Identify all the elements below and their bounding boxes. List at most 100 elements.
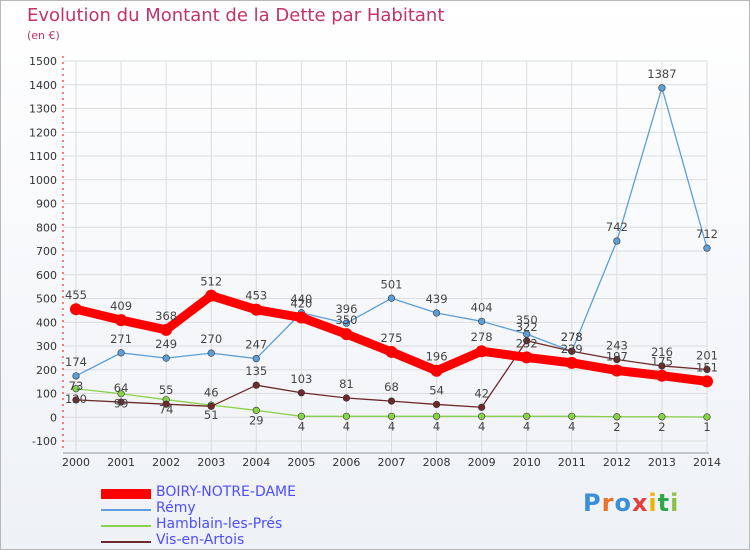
x-tick-label: 2002: [152, 456, 180, 469]
data-point: [432, 412, 441, 420]
legend-label: Hamblain-les-Prés: [156, 516, 283, 532]
data-label: 54: [429, 383, 444, 397]
data-label: 439: [426, 292, 448, 306]
data-label: 404: [471, 300, 493, 314]
data-point: [613, 237, 621, 245]
data-point: [432, 309, 441, 317]
data-label: 275: [381, 331, 403, 345]
data-point: [565, 356, 578, 369]
y-tick-label: 100: [36, 388, 57, 401]
data-point: [520, 351, 533, 364]
data-label: 350: [516, 313, 538, 327]
data-label: 68: [384, 380, 399, 394]
data-label: 4: [343, 419, 350, 433]
y-tick-label: 1100: [29, 150, 57, 163]
data-point: [72, 385, 80, 393]
data-point: [658, 413, 666, 421]
y-tick-label: 300: [36, 340, 57, 353]
data-label: 4: [478, 419, 485, 433]
data-label: 4: [388, 419, 395, 433]
x-tick-label: 2007: [378, 456, 406, 469]
data-point: [117, 349, 125, 357]
data-label: 247: [245, 338, 267, 352]
data-label: 742: [606, 220, 628, 234]
y-tick-label: 400: [36, 316, 57, 329]
data-label: 2: [658, 420, 665, 434]
data-point: [658, 362, 666, 370]
data-label: 243: [606, 339, 628, 353]
data-point: [387, 294, 396, 302]
data-point: [160, 323, 173, 336]
data-label: 4: [523, 419, 530, 433]
data-point: [703, 413, 711, 421]
series-layer: [70, 84, 713, 421]
y-tick-label: 600: [36, 269, 57, 282]
data-label: 270: [200, 332, 222, 346]
data-label: 278: [561, 330, 583, 344]
y-tick-label: 1300: [29, 103, 57, 116]
legend-swatch-vis: [101, 541, 151, 543]
data-label: 455: [65, 288, 87, 302]
data-point: [297, 412, 305, 420]
data-label: 201: [696, 349, 718, 363]
data-label: 135: [245, 364, 267, 378]
y-tick-label: -100: [32, 435, 57, 448]
data-point: [613, 413, 621, 421]
data-label: 229: [561, 342, 583, 356]
data-point: [342, 319, 351, 327]
data-label: 1: [703, 420, 710, 434]
data-point: [655, 369, 668, 382]
axes: -100 0 100 200 300 400 500 600 700 800 900 1000 1100…: [29, 55, 721, 469]
data-point: [523, 337, 531, 345]
data-label: 42: [474, 386, 489, 400]
data-point: [162, 354, 170, 362]
data-label: 175: [651, 355, 673, 369]
x-tick-label: 2014: [693, 456, 721, 469]
data-label: 4: [568, 419, 575, 433]
data-point: [297, 389, 305, 397]
y-tick-label: 0: [50, 411, 57, 424]
data-label: 196: [426, 350, 448, 364]
y-tick-label: 1500: [29, 55, 57, 68]
logo-letter: t: [657, 489, 671, 517]
data-point: [117, 398, 125, 406]
data-point: [342, 394, 351, 402]
data-label: 51: [204, 408, 219, 422]
y-tick-label: 800: [36, 221, 57, 234]
x-tick-label: 2013: [648, 456, 676, 469]
data-point: [250, 303, 263, 316]
data-label: 453: [245, 289, 267, 303]
data-point: [703, 244, 711, 252]
data-label: 1387: [647, 67, 676, 81]
data-label: 64: [114, 381, 129, 395]
data-point: [701, 375, 713, 388]
logo-letter: x: [631, 489, 649, 517]
logo-letter: i: [670, 489, 680, 517]
data-point: [387, 397, 396, 405]
data-label: 197: [606, 349, 628, 363]
data-label: 712: [696, 227, 718, 241]
data-label: 2: [613, 420, 620, 434]
data-label: 501: [381, 277, 403, 291]
legend-swatch-boiry: [101, 489, 151, 499]
data-point: [610, 364, 623, 377]
x-tick-label: 2003: [197, 456, 225, 469]
data-label: 120: [65, 392, 87, 406]
legend-label: Vis-en-Artois: [156, 532, 245, 548]
data-point: [613, 355, 621, 364]
y-tick-label: 700: [36, 245, 57, 258]
y-tick-label: 1400: [29, 79, 57, 92]
legend-swatch-hamblain: [101, 525, 151, 527]
x-tick-label: 2004: [242, 456, 270, 469]
logo-letter: P: [583, 489, 602, 517]
data-point: [340, 328, 353, 341]
data-label: 4: [298, 419, 305, 433]
x-tick-label: 2006: [332, 456, 360, 469]
logo-letter: o: [614, 489, 632, 517]
x-tick-label: 2011: [558, 456, 586, 469]
data-point: [478, 412, 486, 420]
x-tick-label: 2001: [107, 456, 135, 469]
grid: [63, 60, 708, 453]
